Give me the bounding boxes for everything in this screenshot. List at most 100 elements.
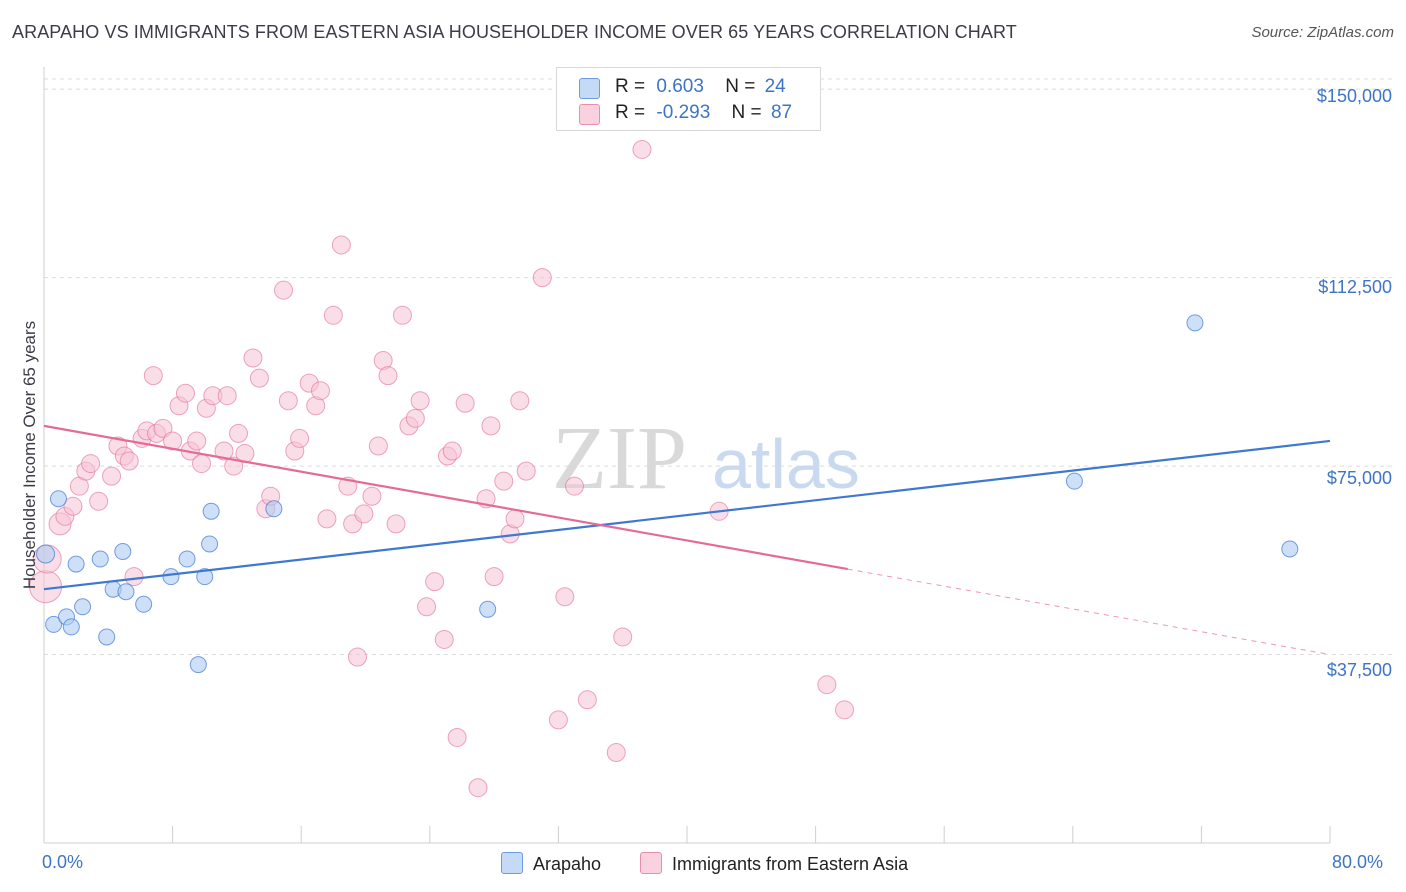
eastern-asia-point: [835, 700, 855, 720]
eastern-asia-point: [362, 486, 382, 506]
arapaho-point: [1065, 472, 1083, 490]
eastern-asia-swatch: [579, 104, 600, 125]
eastern-asia-point: [163, 431, 183, 451]
eastern-asia-point: [317, 509, 337, 529]
arapaho-trend-line: [43, 439, 1331, 591]
arapaho-point: [202, 502, 220, 520]
eastern-asia-point: [447, 727, 467, 747]
eastern-asia-trend-extension: [847, 568, 1331, 656]
eastern-asia-point: [548, 710, 568, 730]
r-value: 0.603: [656, 76, 704, 97]
arapaho-point: [67, 555, 85, 573]
legend-label: Immigrants from Eastern Asia: [672, 854, 909, 874]
arapaho-swatch: [579, 78, 600, 99]
eastern-asia-point: [632, 139, 652, 159]
eastern-asia-point: [290, 428, 310, 448]
arapaho-point: [62, 618, 80, 636]
correlation-legend: R = 0.603 N = 24 R = -0.293 N = 87: [556, 67, 821, 131]
y-tick-label: $37,500: [1326, 660, 1392, 680]
y-tick-label: $112,500: [1318, 277, 1392, 297]
eastern-asia-point: [468, 778, 488, 798]
eastern-asia-point: [368, 436, 388, 456]
eastern-asia-point: [510, 391, 530, 411]
arapaho-point: [196, 568, 214, 586]
arapaho-point: [45, 615, 63, 633]
r-value: -0.293: [656, 102, 711, 123]
r-label: R =: [615, 76, 646, 97]
x-tick-label-max: 80.0%: [1332, 852, 1384, 872]
legend-bottom-arapaho: Arapaho: [501, 852, 601, 875]
eastern-asia-point: [243, 348, 263, 368]
eastern-asia-point: [214, 441, 234, 461]
n-label: N =: [725, 76, 756, 97]
arapaho-point: [162, 568, 180, 586]
arapaho-point: [479, 600, 497, 618]
arapaho-point: [91, 550, 109, 568]
eastern-asia-point: [613, 627, 633, 647]
eastern-asia-legend-swatch: [640, 852, 662, 874]
arapaho-point: [1281, 540, 1299, 558]
watermark-atlas: atlas: [712, 425, 860, 503]
n-value: 87: [770, 102, 793, 123]
eastern-asia-point: [331, 235, 351, 255]
eastern-asia-point: [347, 647, 367, 667]
arapaho-point: [201, 535, 219, 553]
eastern-asia-point: [217, 386, 237, 406]
eastern-asia-point: [392, 305, 412, 325]
arapaho-point: [36, 544, 56, 564]
eastern-asia-point: [187, 431, 207, 451]
y-axis-label: Householder Income Over 65 years: [20, 320, 39, 590]
eastern-asia-point: [494, 471, 514, 491]
arapaho-point: [135, 595, 153, 613]
eastern-asia-point: [505, 509, 525, 529]
eastern-asia-point: [434, 629, 454, 649]
eastern-asia-trend-line: [43, 424, 848, 571]
eastern-asia-point: [442, 441, 462, 461]
eastern-asia-point: [405, 408, 425, 428]
arapaho-point: [265, 500, 283, 518]
eastern-asia-point: [516, 461, 536, 481]
eastern-asia-point: [378, 366, 398, 386]
arapaho-point: [189, 656, 207, 674]
eastern-asia-point: [89, 491, 109, 511]
arapaho-point: [117, 583, 135, 601]
legend-bottom-eastern-asia: Immigrants from Eastern Asia: [640, 852, 908, 875]
trend-lines: [43, 424, 1331, 656]
eastern-asia-point: [323, 305, 343, 325]
eastern-asia-point: [124, 567, 144, 587]
eastern-asia-point: [481, 416, 501, 436]
eastern-asia-point: [229, 423, 249, 443]
eastern-asia-point: [278, 391, 298, 411]
arapaho-legend-swatch: [501, 852, 523, 874]
n-label: N =: [731, 102, 762, 123]
eastern-asia-point: [410, 391, 430, 411]
eastern-asia-point: [417, 597, 437, 617]
eastern-asia-point: [249, 368, 269, 388]
chart-title: ARAPAHO VS IMMIGRANTS FROM EASTERN ASIA …: [12, 22, 1017, 42]
eastern-asia-point: [81, 454, 101, 474]
eastern-asia-point: [274, 280, 294, 300]
eastern-asia-point: [484, 567, 504, 587]
eastern-asia-point: [606, 743, 626, 763]
eastern-asia-point: [532, 268, 552, 288]
eastern-asia-point: [63, 496, 83, 516]
arapaho-point: [114, 543, 132, 561]
eastern-asia-point: [354, 504, 374, 524]
eastern-asia-point: [386, 514, 406, 534]
arapaho-point: [1186, 314, 1204, 332]
eastern-asia-point: [175, 383, 195, 403]
source-label: Source: ZipAtlas.com: [1251, 24, 1394, 41]
r-label: R =: [615, 102, 646, 123]
eastern-asia-point: [102, 466, 122, 486]
arapaho-point: [178, 550, 196, 568]
legend-label: Arapaho: [533, 854, 602, 874]
eastern-asia-point: [310, 381, 330, 401]
eastern-asia-point: [153, 418, 173, 438]
y-tick-label: $75,000: [1326, 468, 1392, 488]
x-tick-label-min: 0.0%: [42, 852, 84, 872]
arapaho-point: [74, 598, 92, 616]
eastern-asia-point: [577, 690, 597, 710]
series-arapaho: [36, 314, 1299, 674]
eastern-asia-point: [564, 476, 584, 496]
